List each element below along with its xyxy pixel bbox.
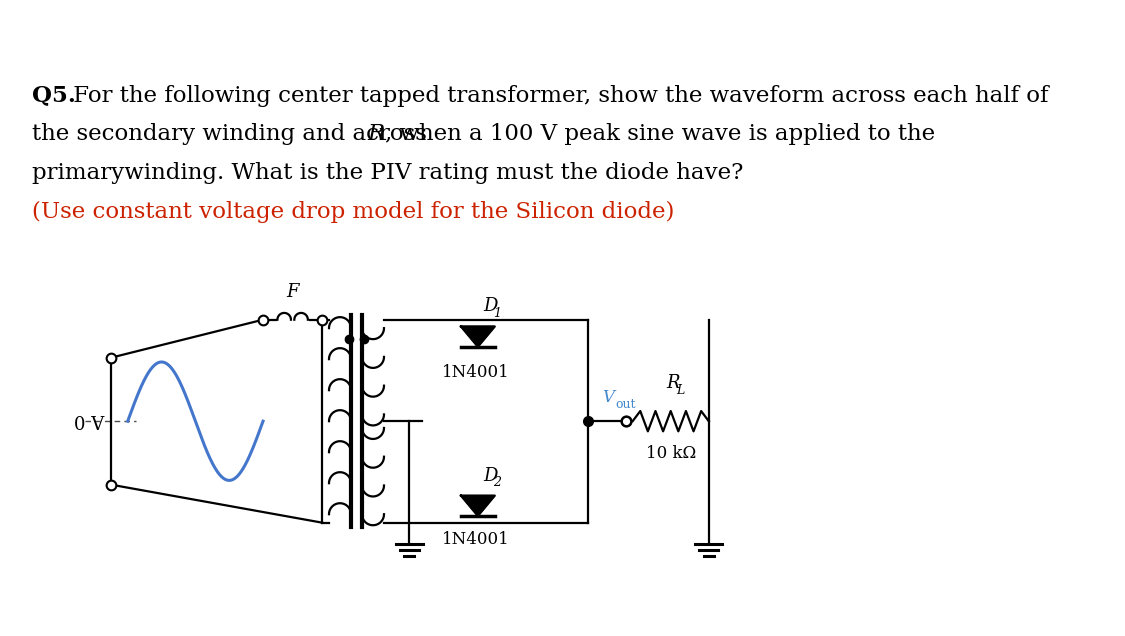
- Text: 2: 2: [493, 476, 501, 489]
- Text: For the following center tapped transformer, show the waveform across each half : For the following center tapped transfor…: [66, 85, 1048, 107]
- Text: R: R: [666, 373, 680, 392]
- Polygon shape: [461, 326, 495, 347]
- Text: 10 kΩ: 10 kΩ: [646, 445, 696, 462]
- Text: , when a 100 V peak sine wave is applied to the: , when a 100 V peak sine wave is applied…: [385, 123, 935, 146]
- Text: primarywinding. What is the PIV rating must the diode have?: primarywinding. What is the PIV rating m…: [33, 162, 744, 184]
- Text: F: F: [287, 283, 299, 301]
- Text: D: D: [483, 467, 497, 485]
- Text: L: L: [676, 384, 684, 397]
- Text: l: l: [378, 128, 382, 142]
- Text: V: V: [602, 389, 614, 406]
- Text: 1N4001: 1N4001: [442, 364, 510, 381]
- Text: R: R: [367, 123, 385, 146]
- Polygon shape: [461, 495, 495, 516]
- Text: Q5.: Q5.: [33, 85, 76, 107]
- Text: D: D: [483, 298, 497, 315]
- Text: (Use constant voltage drop model for the Silicon diode): (Use constant voltage drop model for the…: [33, 201, 675, 223]
- Text: the secondary winding and across: the secondary winding and across: [33, 123, 434, 146]
- Text: out: out: [615, 398, 636, 411]
- Text: 0 V: 0 V: [74, 415, 104, 434]
- Text: 1N4001: 1N4001: [442, 531, 510, 548]
- Text: 1: 1: [493, 307, 501, 320]
